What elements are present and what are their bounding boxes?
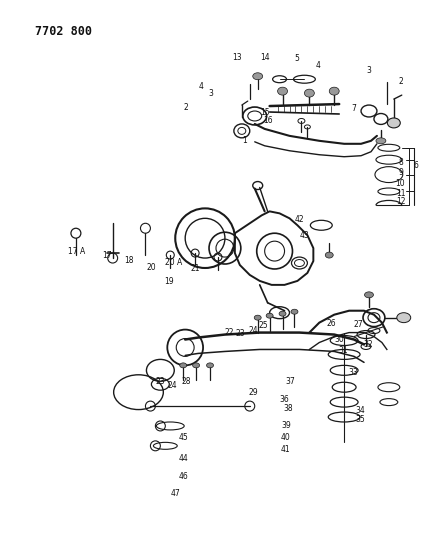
- Text: 1: 1: [242, 136, 247, 145]
- Text: 3: 3: [208, 89, 214, 98]
- Text: 3: 3: [367, 66, 372, 75]
- Text: 4: 4: [316, 61, 321, 70]
- Text: 29: 29: [248, 388, 258, 397]
- Text: 23: 23: [155, 377, 165, 386]
- Text: 47: 47: [171, 489, 181, 498]
- Text: 8: 8: [399, 158, 404, 167]
- Text: 40: 40: [280, 432, 290, 441]
- Text: 26: 26: [326, 319, 336, 328]
- Text: 20: 20: [146, 263, 156, 272]
- Ellipse shape: [291, 309, 298, 314]
- Text: 38: 38: [284, 404, 293, 413]
- Ellipse shape: [253, 73, 263, 80]
- Text: 44: 44: [178, 454, 188, 463]
- Text: 34: 34: [356, 406, 366, 415]
- Text: 10: 10: [395, 180, 404, 188]
- Ellipse shape: [278, 87, 288, 95]
- Text: 42: 42: [294, 215, 304, 224]
- Text: 41: 41: [280, 445, 290, 454]
- Ellipse shape: [329, 87, 339, 95]
- Text: 2: 2: [184, 103, 189, 112]
- Text: 24: 24: [168, 381, 178, 390]
- Text: 33: 33: [348, 368, 358, 377]
- Text: 39: 39: [282, 421, 291, 430]
- Ellipse shape: [180, 363, 187, 368]
- Text: 30: 30: [335, 335, 344, 344]
- Ellipse shape: [254, 315, 261, 320]
- Text: 17: 17: [102, 252, 112, 261]
- Text: 7: 7: [351, 104, 356, 113]
- Text: 15: 15: [260, 108, 270, 117]
- Text: 32: 32: [363, 341, 373, 349]
- Text: 11: 11: [396, 189, 406, 198]
- Text: 21: 21: [190, 264, 199, 272]
- Text: 2: 2: [399, 77, 404, 86]
- Text: 45: 45: [178, 432, 188, 441]
- Text: 14: 14: [260, 53, 270, 62]
- Text: 4: 4: [199, 82, 204, 91]
- Ellipse shape: [325, 252, 333, 258]
- Text: 7702 800: 7702 800: [35, 25, 92, 38]
- Text: 25: 25: [259, 321, 268, 330]
- Text: 9: 9: [398, 168, 404, 177]
- Ellipse shape: [387, 118, 400, 128]
- Text: 24: 24: [248, 326, 258, 335]
- Text: 12: 12: [396, 197, 406, 206]
- Text: 16: 16: [264, 116, 273, 125]
- Text: 18: 18: [124, 256, 134, 265]
- Text: 43: 43: [299, 231, 309, 240]
- Text: 17 A: 17 A: [68, 247, 86, 256]
- Text: 6: 6: [413, 161, 419, 171]
- Ellipse shape: [397, 313, 411, 322]
- Text: 20 A: 20 A: [165, 258, 182, 266]
- Ellipse shape: [365, 292, 374, 298]
- Text: 22: 22: [224, 328, 234, 337]
- Ellipse shape: [279, 311, 286, 316]
- Ellipse shape: [266, 313, 273, 318]
- Text: 27: 27: [354, 320, 363, 329]
- Text: 36: 36: [279, 395, 289, 405]
- Text: 46: 46: [178, 472, 188, 481]
- Ellipse shape: [207, 363, 214, 368]
- Ellipse shape: [193, 363, 199, 368]
- Ellipse shape: [376, 138, 386, 144]
- Text: 28: 28: [181, 377, 191, 386]
- Ellipse shape: [304, 89, 314, 97]
- Text: 23: 23: [236, 329, 246, 338]
- Text: 19: 19: [164, 277, 174, 286]
- Text: 31: 31: [338, 346, 348, 354]
- Text: 13: 13: [232, 53, 242, 62]
- Text: 35: 35: [356, 415, 366, 424]
- Text: 37: 37: [285, 377, 295, 386]
- Text: 5: 5: [294, 54, 299, 63]
